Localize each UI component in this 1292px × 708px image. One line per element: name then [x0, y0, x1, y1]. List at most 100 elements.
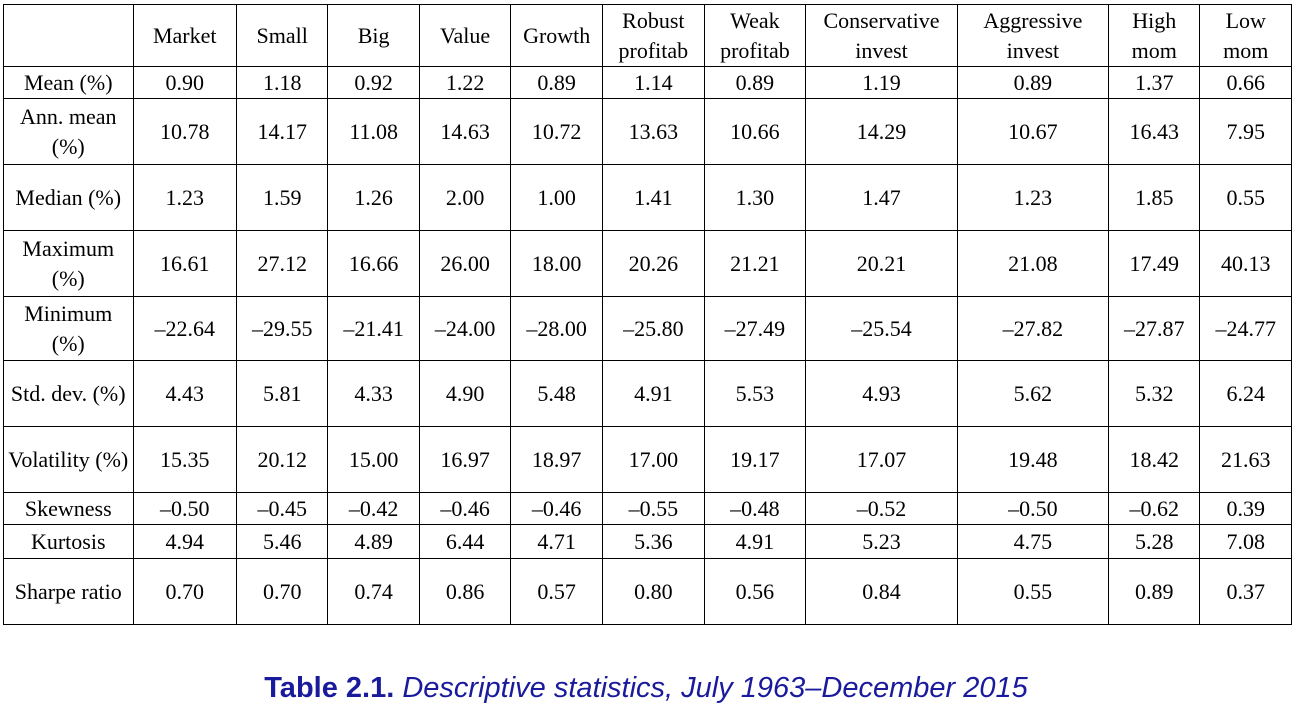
- table-cell: 21.63: [1199, 426, 1292, 493]
- table-row: Minimum (%) –22.64 –29.55 –21.41 –24.00 –28.0…: [3, 296, 1292, 361]
- table-cell: 4.33: [327, 360, 420, 427]
- table-cell: 0.86: [418, 558, 512, 625]
- table-cell: 0.84: [805, 558, 958, 625]
- table-cell: 4.91: [703, 524, 807, 559]
- table-cell: –0.46: [510, 492, 604, 525]
- table-cell: 1.85: [1108, 164, 1201, 231]
- table-cell: –24.00: [418, 296, 512, 361]
- table-cell: 16.43: [1108, 98, 1201, 165]
- table-cell: 0.56: [703, 558, 807, 625]
- table-cell: 0.74: [327, 558, 420, 625]
- table-caption: Table 2.1. Descriptive statistics, July …: [0, 670, 1292, 706]
- table-cell: 1.30: [703, 164, 807, 231]
- column-header: Big: [327, 4, 420, 67]
- table-cell: 0.90: [132, 66, 237, 99]
- table-cell: 5.28: [1108, 524, 1201, 559]
- column-header: Small: [235, 4, 329, 67]
- table-cell: –0.45: [235, 492, 329, 525]
- table-cell: 10.67: [956, 98, 1110, 165]
- table-row: Sharpe ratio 0.70 0.70 0.74 0.86 0.57 0.80 0.56…: [3, 558, 1292, 625]
- header-corner-cell: [3, 4, 134, 67]
- table-cell: 0.92: [327, 66, 420, 99]
- table-cell: –0.50: [132, 492, 237, 525]
- row-label: Skewness: [3, 492, 134, 525]
- table-row: Maximum (%) 16.61 27.12 16.66 26.00 18.00 20.2…: [3, 230, 1292, 297]
- table-cell: 14.29: [805, 98, 958, 165]
- table-cell: 14.63: [418, 98, 512, 165]
- table-cell: 6.24: [1199, 360, 1292, 427]
- table-cell: 18.42: [1108, 426, 1201, 493]
- table-cell: 14.17: [235, 98, 329, 165]
- table-cell: –22.64: [132, 296, 237, 361]
- column-header: Value: [418, 4, 512, 67]
- table-cell: 1.41: [602, 164, 705, 231]
- table-cell: 11.08: [327, 98, 420, 165]
- table-cell: 4.75: [956, 524, 1110, 559]
- table-cell: 17.49: [1108, 230, 1201, 297]
- table-cell: –0.62: [1108, 492, 1201, 525]
- table-cell: 7.95: [1199, 98, 1292, 165]
- table-cell: 4.94: [132, 524, 237, 559]
- table-cell: 20.12: [235, 426, 329, 493]
- table-cell: –24.77: [1199, 296, 1292, 361]
- table-cell: 27.12: [235, 230, 329, 297]
- table-cell: 5.23: [805, 524, 958, 559]
- table-cell: 1.23: [956, 164, 1110, 231]
- column-header: Market: [132, 4, 237, 67]
- table-cell: 5.32: [1108, 360, 1201, 427]
- table-cell: 0.37: [1199, 558, 1292, 625]
- table-row: Std. dev. (%) 4.43 5.81 4.33 4.90 5.48 4.91 5.5…: [3, 360, 1292, 427]
- statistics-table: Market Small Big Value Growth Robust profitab…: [3, 4, 1292, 625]
- table-row: Skewness –0.50 –0.45 –0.42 –0.46 –0.46 –0.55 –0…: [3, 492, 1292, 525]
- column-header: Aggressive invest: [956, 4, 1110, 67]
- column-header: Robust profitab: [602, 4, 705, 67]
- table-cell: –0.52: [805, 492, 958, 525]
- table-cell: –0.46: [418, 492, 512, 525]
- table-cell: 16.66: [327, 230, 420, 297]
- table-cell: 5.53: [703, 360, 807, 427]
- table-cell: –0.42: [327, 492, 420, 525]
- table-row: Kurtosis 4.94 5.46 4.89 6.44 4.71 5.36 4.91 5.23…: [3, 524, 1292, 559]
- caption-text: Descriptive statistics, July 1963–Decemb…: [402, 672, 1028, 704]
- table-cell: 0.66: [1199, 66, 1292, 99]
- table-cell: –0.55: [602, 492, 705, 525]
- table-cell: 0.57: [510, 558, 604, 625]
- table-cell: 4.89: [327, 524, 420, 559]
- table-cell: 1.00: [510, 164, 604, 231]
- table-cell: 4.43: [132, 360, 237, 427]
- table-cell: 2.00: [418, 164, 512, 231]
- table-cell: –27.49: [703, 296, 807, 361]
- table-cell: 18.00: [510, 230, 604, 297]
- row-label: Volatility (%): [3, 426, 134, 493]
- table-cell: 1.59: [235, 164, 329, 231]
- table-cell: 4.71: [510, 524, 604, 559]
- table-cell: –29.55: [235, 296, 329, 361]
- table-cell: 20.26: [602, 230, 705, 297]
- table-cell: 19.17: [703, 426, 807, 493]
- column-header: Low mom: [1199, 4, 1292, 67]
- table-cell: 20.21: [805, 230, 958, 297]
- table-cell: 13.63: [602, 98, 705, 165]
- table-cell: 1.23: [132, 164, 237, 231]
- table-cell: 5.62: [956, 360, 1110, 427]
- table-cell: –25.54: [805, 296, 958, 361]
- table-cell: 10.72: [510, 98, 604, 165]
- table-row: Median (%) 1.23 1.59 1.26 2.00 1.00 1.41 1.30 1.…: [3, 164, 1292, 231]
- table-cell: 5.48: [510, 360, 604, 427]
- table-cell: 1.22: [418, 66, 512, 99]
- row-label: Maximum (%): [3, 230, 134, 297]
- table-cell: 10.78: [132, 98, 237, 165]
- table-cell: 0.55: [1199, 164, 1292, 231]
- table-cell: –27.82: [956, 296, 1110, 361]
- table-cell: 5.81: [235, 360, 329, 427]
- table-cell: 0.39: [1199, 492, 1292, 525]
- table-cell: 15.35: [132, 426, 237, 493]
- table-cell: 1.19: [805, 66, 958, 99]
- row-label: Kurtosis: [3, 524, 134, 559]
- table-cell: 0.80: [602, 558, 705, 625]
- table-cell: 10.66: [703, 98, 807, 165]
- table-cell: 1.14: [602, 66, 705, 99]
- column-header: Conservative invest: [805, 4, 958, 67]
- table-cell: 26.00: [418, 230, 512, 297]
- row-label: Std. dev. (%): [3, 360, 134, 427]
